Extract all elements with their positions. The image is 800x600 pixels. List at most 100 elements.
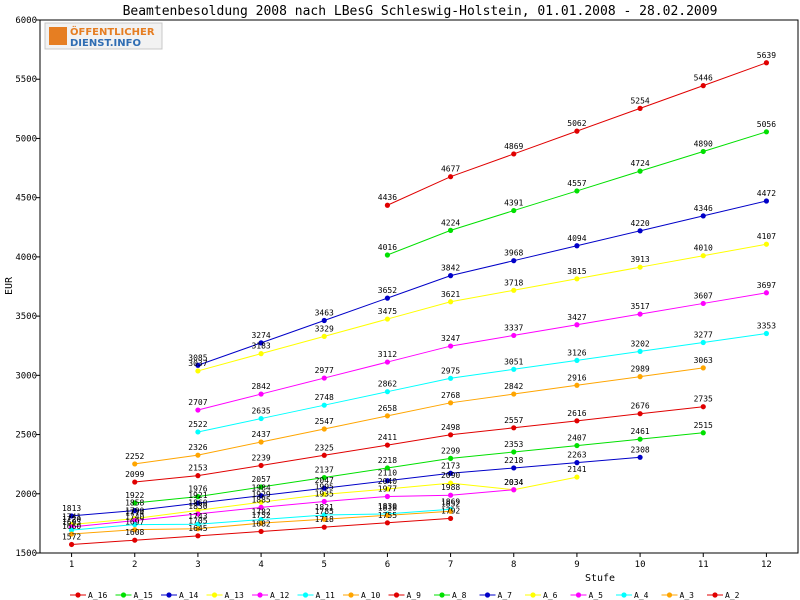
- data-point: [195, 494, 201, 500]
- data-label: 1572: [62, 532, 81, 541]
- data-point: [132, 461, 138, 467]
- data-point: [447, 480, 454, 486]
- legend-entry: A_6: [543, 591, 558, 600]
- data-point: [511, 207, 517, 214]
- data-point: [700, 83, 706, 89]
- data-label: 2842: [504, 382, 523, 391]
- data-label: 2616: [567, 409, 586, 418]
- data-point: [68, 531, 75, 537]
- data-point: [447, 227, 454, 233]
- data-label: 1743: [188, 512, 207, 521]
- data-point: [447, 508, 454, 514]
- data-label: 2975: [441, 366, 460, 375]
- series-line-a-12: [197, 292, 767, 411]
- data-label: 3607: [694, 291, 713, 300]
- data-point: [637, 264, 643, 270]
- x-tick-label: 9: [574, 560, 579, 570]
- data-label: 2137: [315, 466, 334, 475]
- data-point: [700, 148, 706, 155]
- y-tick-label: 3000: [15, 371, 37, 381]
- data-point: [511, 425, 517, 431]
- data-point: [321, 333, 327, 339]
- data-point: [637, 436, 643, 442]
- data-label: 1752: [251, 511, 270, 520]
- series-line-a-5: [71, 489, 514, 528]
- data-label: 1860: [188, 498, 207, 507]
- y-tick-label: 3500: [15, 312, 37, 322]
- data-label: 2252: [125, 452, 144, 461]
- data-label: 2153: [188, 464, 207, 473]
- y-tick-label: 5000: [15, 134, 37, 144]
- data-point: [574, 357, 580, 364]
- data-label: 1995: [315, 482, 334, 491]
- data-label: 2057: [251, 475, 270, 484]
- data-label: 2557: [504, 416, 523, 425]
- data-point: [511, 366, 517, 372]
- data-label: 3112: [378, 350, 397, 359]
- data-point: [763, 198, 770, 204]
- data-point: [637, 105, 643, 111]
- data-point: [511, 449, 517, 455]
- data-point: [384, 442, 391, 448]
- data-point: [511, 287, 517, 293]
- data-point: [195, 533, 201, 539]
- logo: ÖFFENTLICHER DIENST.INFO: [44, 22, 163, 50]
- data-label: 3968: [504, 249, 523, 258]
- data-label: 5062: [567, 119, 586, 128]
- data-label: 4016: [378, 243, 397, 252]
- data-point: [132, 500, 138, 506]
- data-label: 2916: [567, 373, 586, 382]
- data-point: [195, 500, 201, 506]
- data-label: 2407: [567, 434, 586, 443]
- data-point: [384, 202, 391, 208]
- data-label: 2353: [504, 440, 523, 449]
- data-point: [258, 484, 264, 490]
- data-label: 3274: [251, 331, 270, 340]
- x-tick-label: 6: [385, 560, 390, 570]
- data-point: [447, 375, 454, 381]
- data-point: [763, 241, 770, 247]
- series-line-a-10: [134, 367, 704, 465]
- data-label: 2034: [504, 478, 523, 487]
- data-point: [258, 462, 264, 469]
- y-tick-label: 1500: [15, 549, 37, 559]
- series-line-a-14: [197, 200, 767, 366]
- data-label: 3697: [757, 281, 776, 290]
- y-tick-label: 6000: [15, 16, 37, 26]
- data-label: 2748: [315, 393, 334, 402]
- data-label: 2218: [378, 456, 397, 465]
- legend-entry: A_7: [498, 591, 513, 600]
- data-point: [384, 316, 391, 322]
- data-label: 2707: [188, 398, 207, 407]
- data-label: 2308: [630, 445, 649, 454]
- data-label: 1813: [62, 504, 81, 513]
- data-point: [384, 486, 391, 492]
- data-point: [447, 343, 454, 349]
- data-point: [637, 348, 643, 355]
- data-point: [700, 300, 706, 307]
- data-point: [132, 527, 138, 533]
- x-tick-label: 10: [635, 560, 646, 570]
- data-point: [447, 400, 454, 406]
- data-label: 4436: [378, 193, 397, 202]
- legend-entry: A_13: [225, 591, 244, 600]
- data-label: 3427: [567, 313, 586, 322]
- data-point: [258, 528, 264, 535]
- logo-line2: DIENST.INFO: [70, 38, 141, 49]
- data-point: [384, 252, 391, 258]
- data-point: [511, 465, 517, 471]
- data-point: [511, 391, 517, 397]
- data-label: 3183: [251, 342, 270, 351]
- data-label: 3815: [567, 267, 586, 276]
- data-point: [700, 430, 706, 436]
- data-point: [258, 439, 264, 445]
- data-label: 2977: [315, 366, 334, 375]
- data-point: [763, 60, 770, 66]
- data-point: [195, 362, 201, 368]
- data-label: 3337: [504, 323, 523, 332]
- data-label: 2411: [378, 433, 397, 442]
- data-label: 2658: [378, 404, 397, 413]
- data-point: [637, 168, 643, 174]
- legend-marker: [302, 592, 309, 598]
- x-tick-label: 12: [761, 560, 772, 570]
